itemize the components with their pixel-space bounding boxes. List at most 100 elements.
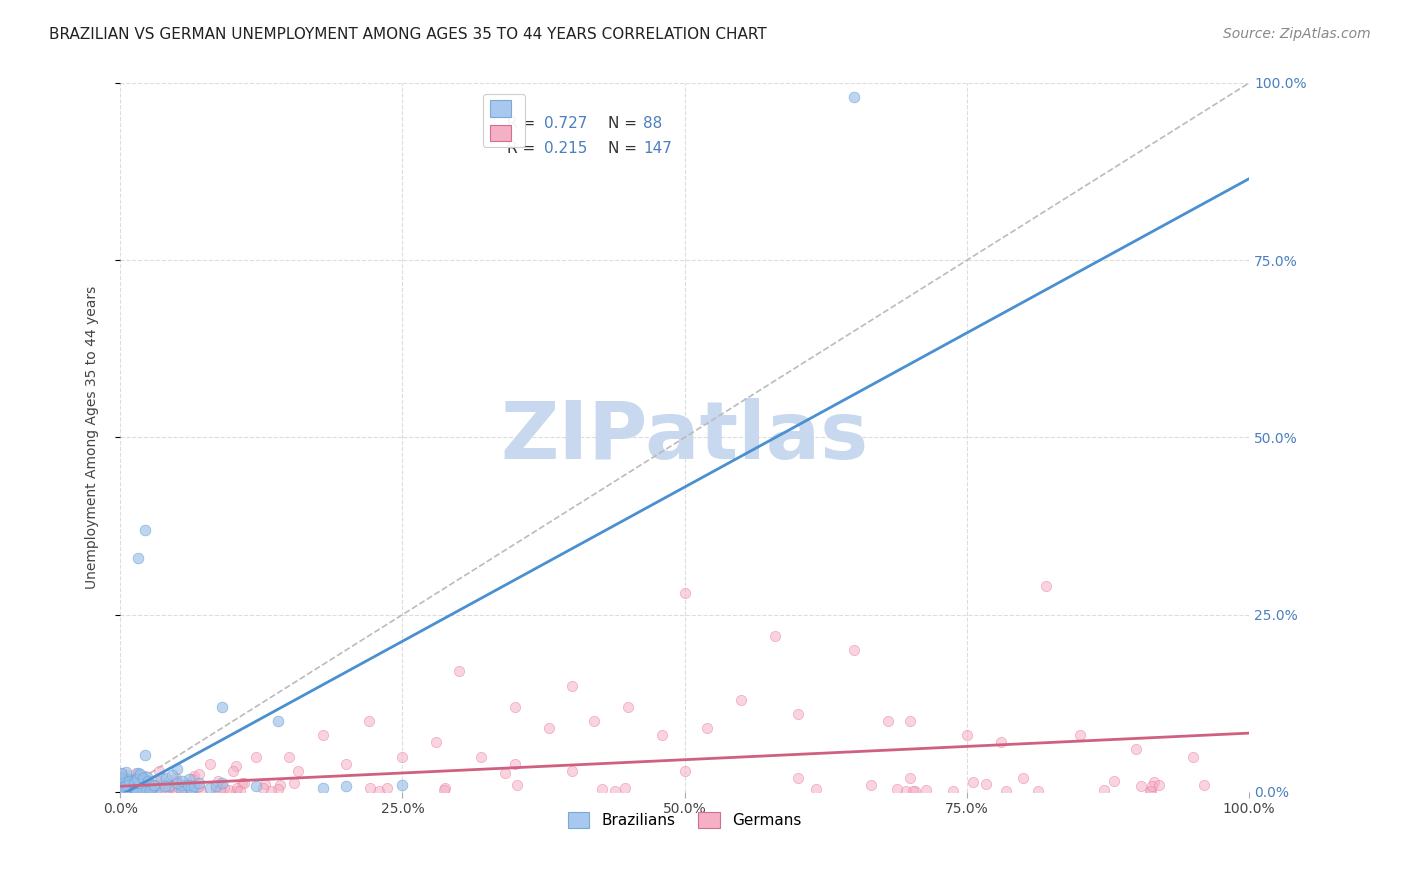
Point	[312, 728, 335, 742]
Point	[561, 679, 583, 693]
Point	[112, 777, 135, 791]
Point	[252, 781, 274, 796]
Point	[111, 771, 134, 785]
Point	[125, 772, 148, 787]
Point	[143, 778, 166, 792]
Text: 0.215: 0.215	[544, 141, 586, 156]
Point	[118, 780, 141, 795]
Point	[842, 90, 865, 104]
Text: N =: N =	[607, 141, 641, 156]
Point	[157, 780, 180, 795]
Point	[121, 781, 143, 796]
Point	[942, 784, 965, 798]
Point	[186, 780, 208, 794]
Point	[173, 783, 195, 797]
Point	[128, 784, 150, 798]
Point	[110, 772, 132, 787]
Point	[124, 771, 146, 785]
Point	[506, 778, 529, 792]
Point	[117, 782, 139, 797]
Point	[112, 779, 135, 793]
Point	[177, 778, 200, 792]
Point	[124, 776, 146, 790]
Point	[121, 783, 143, 797]
Point	[190, 784, 212, 798]
Point	[114, 780, 136, 795]
Point	[1142, 775, 1164, 789]
Point	[212, 780, 235, 795]
Point	[117, 779, 139, 793]
Point	[138, 780, 160, 795]
Point	[166, 763, 188, 777]
Point	[118, 774, 141, 789]
Point	[617, 699, 640, 714]
Point	[117, 774, 139, 789]
Text: ZIPatlas: ZIPatlas	[501, 399, 869, 476]
Point	[141, 781, 163, 796]
Point	[166, 774, 188, 789]
Point	[112, 774, 135, 789]
Point	[267, 782, 290, 797]
Point	[114, 773, 136, 788]
Point	[904, 784, 927, 798]
Point	[111, 782, 134, 797]
Point	[786, 771, 808, 785]
Point	[131, 781, 153, 796]
Point	[1181, 749, 1204, 764]
Point	[538, 721, 561, 735]
Point	[118, 781, 141, 796]
Point	[763, 629, 786, 643]
Point	[651, 728, 673, 742]
Point	[312, 781, 335, 796]
Point	[155, 779, 177, 793]
Point	[391, 778, 413, 792]
Point	[115, 784, 138, 798]
Point	[110, 783, 132, 797]
Point	[901, 784, 924, 798]
Point	[111, 780, 134, 795]
Point	[134, 748, 156, 763]
Point	[110, 766, 132, 780]
Point	[135, 770, 157, 784]
Point	[142, 779, 165, 793]
Point	[110, 770, 132, 784]
Point	[125, 765, 148, 780]
Point	[183, 769, 205, 783]
Point	[131, 782, 153, 797]
Point	[128, 776, 150, 790]
Point	[121, 784, 143, 798]
Point	[117, 772, 139, 787]
Point	[603, 784, 626, 798]
Point	[226, 780, 249, 795]
Point	[228, 784, 250, 798]
Point	[188, 779, 211, 793]
Point	[127, 766, 149, 780]
Point	[1026, 784, 1049, 798]
Point	[180, 783, 202, 797]
Point	[673, 586, 696, 600]
Point	[804, 781, 827, 796]
Point	[842, 643, 865, 657]
Point	[115, 780, 138, 795]
Point	[160, 767, 183, 781]
Point	[155, 771, 177, 785]
Point	[138, 784, 160, 798]
Point	[211, 776, 233, 790]
Point	[124, 772, 146, 787]
Point	[125, 782, 148, 797]
Point	[1129, 780, 1152, 794]
Point	[278, 749, 301, 764]
Point	[962, 774, 984, 789]
Point	[900, 714, 922, 728]
Point	[132, 771, 155, 785]
Point	[425, 735, 447, 749]
Point	[786, 706, 808, 721]
Point	[1069, 728, 1091, 742]
Point	[166, 776, 188, 790]
Point	[994, 784, 1017, 798]
Point	[115, 764, 138, 779]
Text: R =: R =	[508, 141, 540, 156]
Text: Source: ZipAtlas.com: Source: ZipAtlas.com	[1223, 27, 1371, 41]
Point	[146, 779, 169, 793]
Point	[211, 699, 233, 714]
